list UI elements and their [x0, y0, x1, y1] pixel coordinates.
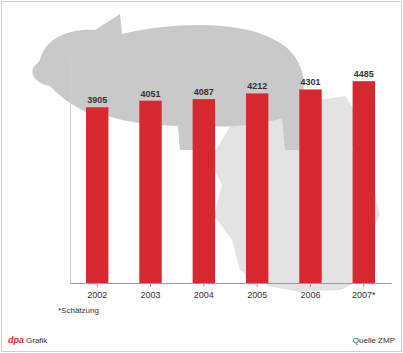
x-tick: 2007*	[352, 283, 376, 300]
x-tick: 2006	[300, 283, 320, 300]
x-tick-label: 2004	[194, 290, 214, 300]
x-tick-mark	[97, 283, 98, 287]
plot: 2002 2003 2004 2005 2006 2007* 3905 4051 4087 421…	[71, 59, 392, 301]
frame	[2, 2, 402, 352]
x-tick-label: 2006	[300, 290, 320, 300]
x-axis-line	[71, 283, 392, 284]
data-label: 3905	[87, 95, 107, 105]
data-label: 4212	[247, 81, 267, 91]
x-tick-label: 2003	[141, 290, 161, 300]
x-tick: 2004	[194, 283, 214, 300]
x-tick-mark	[310, 283, 311, 287]
data-label: 4087	[194, 87, 214, 97]
data-label: 4485	[354, 69, 374, 79]
x-tick: 2003	[141, 283, 161, 300]
source: Quelle ZMP	[353, 336, 395, 345]
x-tick-mark	[257, 283, 258, 287]
bar	[299, 89, 321, 283]
annotations: *Schätzung dpaGrafik Quelle ZMP	[8, 306, 395, 345]
bar	[193, 99, 215, 283]
x-tick-mark	[203, 283, 204, 287]
x-tick-label: 2007*	[352, 290, 376, 300]
data-label: 4051	[141, 89, 161, 99]
y-axis-line	[70, 59, 71, 284]
x-tick-label: 2005	[247, 290, 267, 300]
logo: dpa	[8, 335, 24, 345]
data-label: 4301	[300, 77, 320, 87]
bar	[86, 107, 108, 283]
bar	[353, 81, 375, 283]
data-labels: 3905 4051 4087 4212 4301 4485	[87, 69, 374, 105]
bar	[139, 101, 161, 283]
bar	[246, 93, 268, 283]
bars	[86, 81, 375, 283]
y-axis	[70, 59, 71, 284]
x-tick-label: 2002	[87, 290, 107, 300]
x-tick: 2005	[247, 283, 267, 300]
x-tick: 2002	[87, 283, 107, 300]
x-tick-mark	[150, 283, 151, 287]
chart: 2002 2003 2004 2005 2006 2007* 3905 4051 4087 421…	[0, 0, 403, 353]
credit: Grafik	[26, 336, 48, 345]
x-axis: 2002 2003 2004 2005 2006 2007*	[71, 283, 392, 300]
footnote: *Schätzung	[58, 306, 99, 315]
x-tick-mark	[363, 283, 364, 287]
